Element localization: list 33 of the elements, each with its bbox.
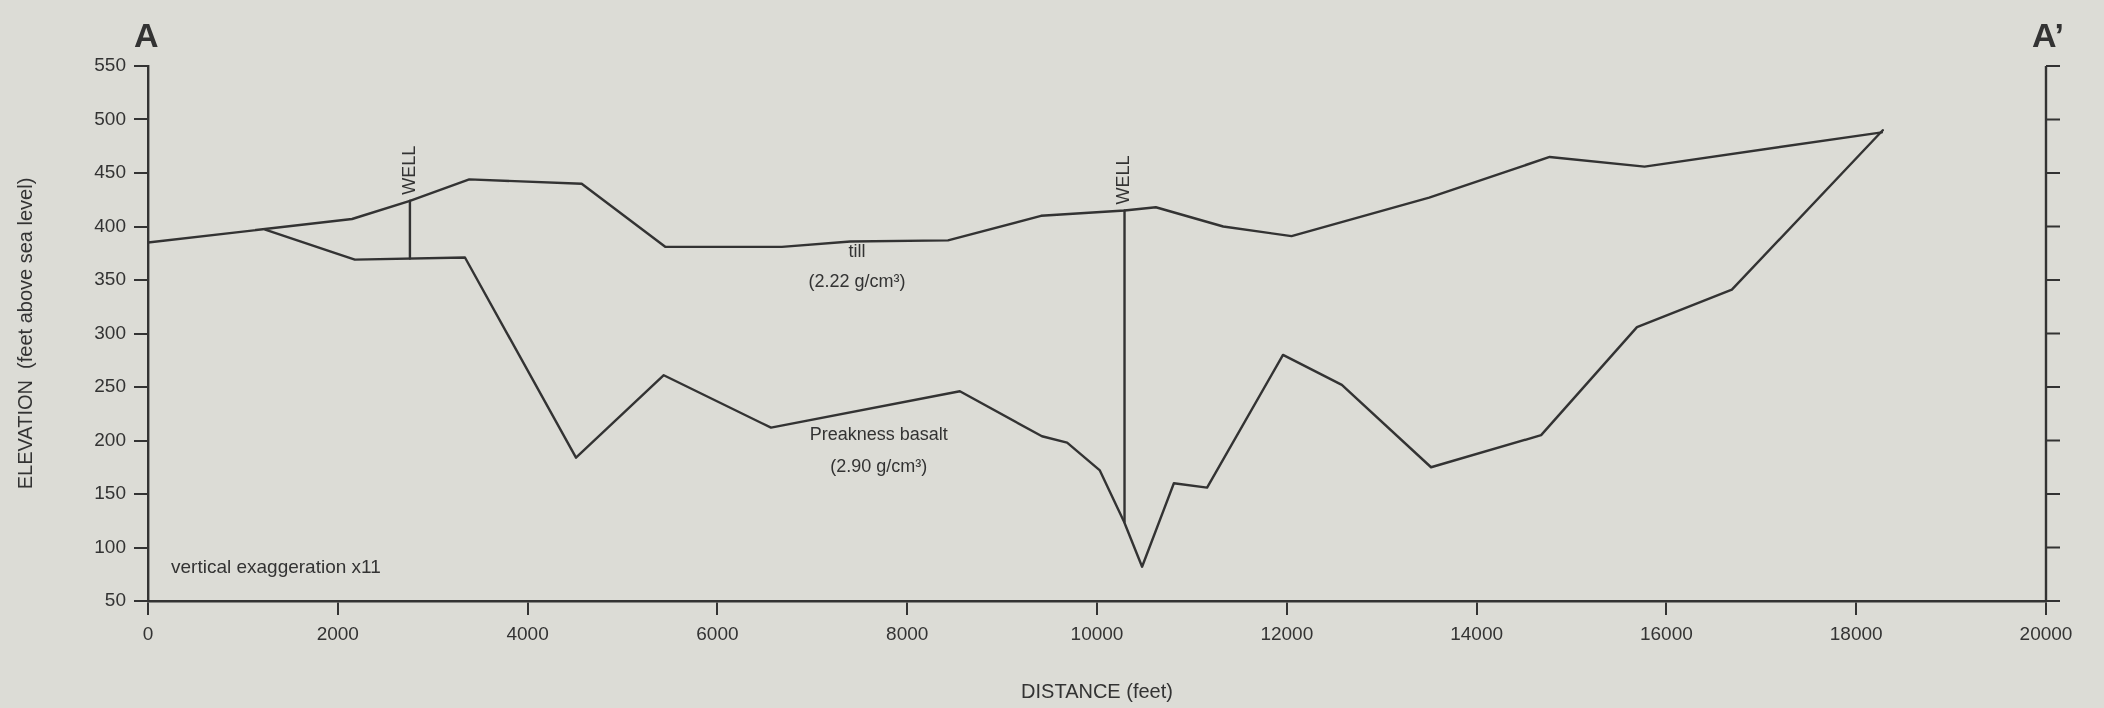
y-tick-label: 150 (94, 482, 126, 504)
x-tick-label: 6000 (696, 622, 739, 644)
x-tick-label: 0 (142, 622, 154, 644)
x-axis-title: DISTANCE (feet) (1021, 679, 1173, 702)
y-tick-label: 400 (94, 214, 126, 236)
x-tick-label: 12000 (1260, 622, 1314, 644)
text: A’ (2031, 16, 2064, 55)
x-tick-label: 2000 (316, 622, 359, 644)
annotation: vertical exaggeration x11 (171, 556, 381, 578)
y-tick-label: 350 (94, 268, 126, 290)
y-tick-label: 450 (94, 161, 126, 183)
text: WELL (398, 145, 419, 195)
y-tick-label: 500 (94, 107, 126, 129)
text: A (134, 16, 159, 55)
y-tick-label: 50 (104, 589, 126, 611)
annotation: (2.90 g/cm³) (830, 456, 928, 477)
y-tick-label: 300 (94, 321, 126, 343)
x-tick-label: 20000 (2019, 622, 2073, 644)
x-tick-label: 10000 (1070, 622, 1124, 644)
y-tick-label: 250 (94, 375, 126, 397)
y-tick-label: 550 (94, 54, 126, 76)
text: WELL (1113, 155, 1134, 205)
y-tick-label: 200 (94, 428, 126, 450)
y-axis-title: ELEVATION (feet above sea level) (13, 177, 36, 490)
x-tick-label: 16000 (1639, 622, 1693, 644)
y-tick-label: 100 (94, 535, 126, 557)
x-tick-label: 4000 (506, 622, 549, 644)
annotation: Preakness basalt (809, 424, 948, 445)
x-tick-label: 8000 (886, 622, 929, 644)
x-tick-label: 14000 (1450, 622, 1504, 644)
x-tick-label: 18000 (1829, 622, 1883, 644)
annotation: (2.22 g/cm³) (808, 270, 906, 291)
annotation: till (848, 240, 866, 261)
